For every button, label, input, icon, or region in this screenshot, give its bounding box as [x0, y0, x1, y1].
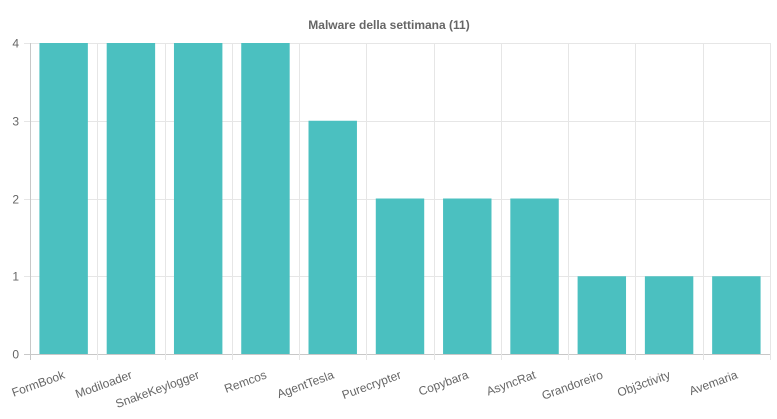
x-tick-label: Obj3ctivity: [615, 368, 672, 400]
chart-title: Malware della settimana (11): [308, 18, 469, 32]
x-tick-label: Grandoreiro: [540, 368, 605, 403]
x-tick-label: Remcos: [222, 368, 268, 396]
bar-snakekeylogger[interactable]: [173, 43, 223, 354]
bar-agenttesla[interactable]: [308, 120, 357, 354]
x-tick-label: Avemaria: [687, 368, 740, 399]
bar-grandoreiro[interactable]: [577, 276, 627, 354]
x-tick-label: Purecrypter: [340, 368, 403, 402]
y-tick-label: 1: [12, 270, 19, 284]
y-tick-label: 0: [12, 348, 19, 362]
x-tick-label: FormBook: [10, 367, 68, 399]
bar-asyncrat[interactable]: [510, 198, 559, 355]
x-tick-label: AgentTesla: [275, 368, 336, 402]
x-tick-label: Copybara: [417, 368, 471, 399]
y-tick-label: 2: [12, 193, 19, 207]
bar-copybara[interactable]: [443, 198, 492, 355]
bar-purecrypter[interactable]: [375, 198, 425, 355]
y-tick-label: 4: [12, 37, 19, 51]
bars-layer: [39, 43, 761, 355]
bar-obj3ctivity[interactable]: [644, 276, 694, 354]
bar-formbook[interactable]: [39, 43, 88, 354]
bar-modiloader[interactable]: [106, 43, 156, 354]
bar-avemaria[interactable]: [712, 276, 761, 354]
y-axis-ticks: 0 1 2 3 4: [12, 37, 19, 362]
x-tick-label: AsyncRat: [485, 367, 539, 398]
y-tick-label: 3: [12, 115, 19, 129]
bar-remcos[interactable]: [241, 43, 290, 354]
